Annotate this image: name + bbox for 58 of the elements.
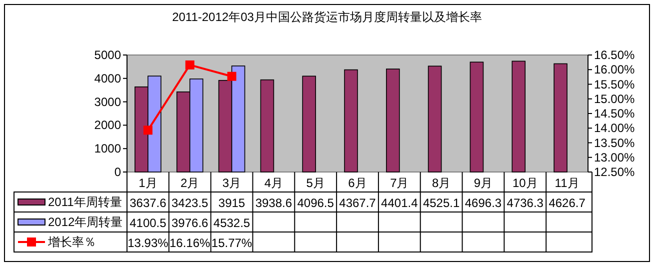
chart-title: 2011-2012年03月中国公路货运市场月度周转量以及增长率 (172, 10, 482, 24)
y2-tick-label: 15.50% (594, 77, 636, 92)
y2-tick-label: 16.00% (594, 62, 636, 77)
legend-label: 增长率％ (47, 235, 96, 249)
x-tick-label: 1月 (138, 176, 158, 190)
y2-tick-label: 12.50% (594, 165, 636, 179)
data-label: 15.77% (211, 236, 252, 250)
y-tick-label: 3000 (94, 94, 122, 109)
y-tick-label: 2000 (94, 118, 122, 132)
bar (260, 79, 274, 172)
x-tick-label: 9月 (474, 176, 493, 190)
bar (512, 60, 526, 172)
data-label: 4401.4 (381, 196, 418, 210)
x-tick-label: 2月 (180, 176, 200, 190)
legend-label: 2011年周转量 (48, 195, 122, 209)
x-tick-label: 3月 (222, 176, 242, 190)
x-tick-label: 11月 (554, 176, 580, 190)
data-label: 4736.3 (506, 196, 544, 210)
data-label: 4367.7 (339, 196, 376, 210)
point (143, 126, 152, 135)
data-label: 13.93% (128, 236, 169, 250)
x-tick-label: 8月 (432, 176, 451, 190)
bar (470, 62, 484, 172)
x-tick-label: 6月 (348, 176, 367, 190)
data-label: 16.16% (170, 236, 211, 250)
data-label: 3915 (218, 196, 246, 210)
data-label: 4096.5 (297, 196, 334, 210)
y-tick-label: 4000 (94, 71, 122, 86)
y-tick-label: 1000 (94, 142, 122, 156)
y2-tick-label: 13.50% (594, 136, 636, 150)
bar (386, 68, 400, 172)
bar (302, 76, 316, 172)
data-label: 4100.5 (130, 216, 167, 230)
y2-tick-label: 14.00% (594, 121, 636, 136)
data-label: 3637.6 (130, 196, 167, 210)
data-label: 4626.7 (548, 196, 586, 210)
legend-label: 2012年周转量 (48, 215, 123, 229)
bar (428, 66, 442, 172)
data-label: 4525.1 (422, 196, 460, 210)
data-label: 4532.5 (213, 216, 250, 230)
data-label: 4696.3 (464, 196, 502, 210)
x-tick-label: 5月 (306, 176, 325, 190)
x-tick-label: 10月 (512, 176, 538, 190)
y-tick-label: 0 (114, 165, 122, 179)
data-label: 3423.5 (172, 196, 209, 210)
x-tick-label: 4月 (264, 176, 284, 190)
point (185, 60, 194, 70)
y-tick-label: 5000 (94, 48, 122, 62)
y2-tick-label: 16.50% (594, 48, 636, 62)
bar (554, 63, 568, 172)
x-tick-label: 7月 (390, 176, 409, 190)
y2-tick-label: 13.00% (594, 150, 636, 164)
data-label: 3938.6 (255, 196, 292, 210)
bar (344, 69, 358, 172)
point (227, 72, 236, 81)
y2-tick-label: 14.50% (594, 106, 636, 120)
y2-tick-label: 15.00% (594, 92, 636, 106)
data-label: 3976.6 (172, 216, 209, 230)
